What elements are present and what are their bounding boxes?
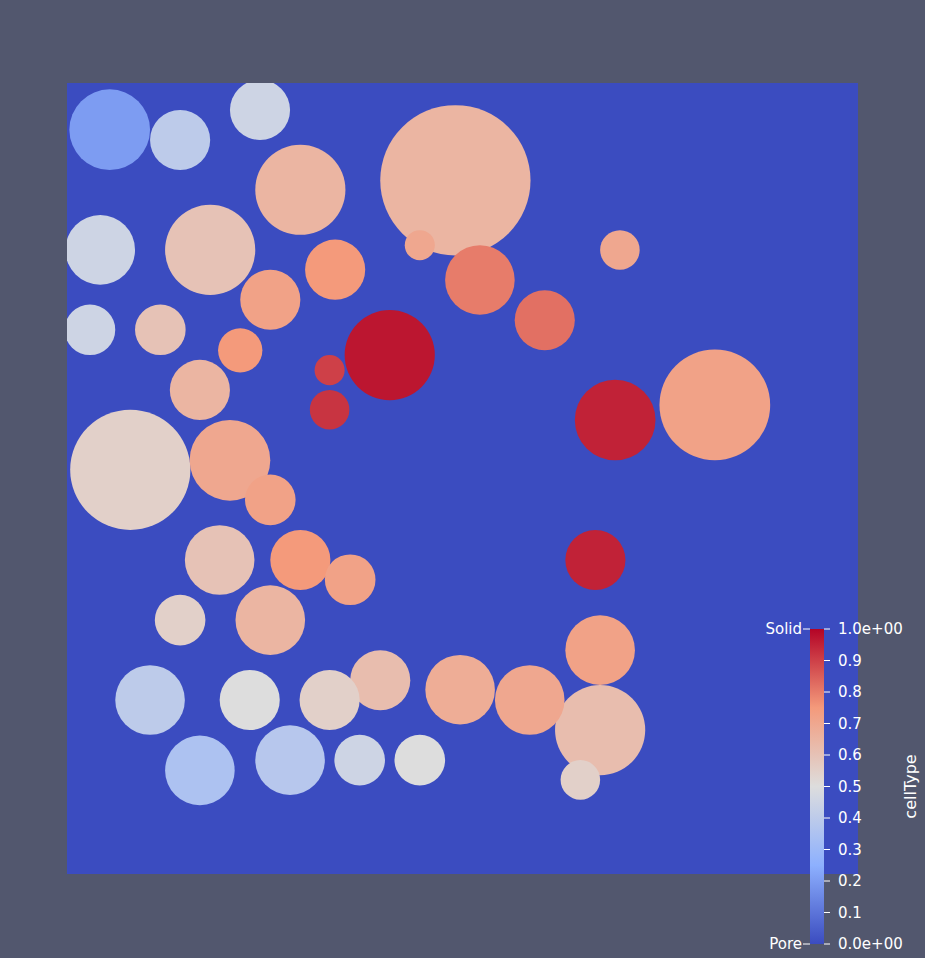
colorbar-tick-label: 0.9 (838, 652, 862, 670)
grain (565, 615, 635, 685)
grain (334, 735, 385, 786)
colorbar-tick (824, 912, 830, 913)
grain (305, 240, 365, 300)
grain (495, 665, 565, 735)
colorbar-tick (824, 944, 830, 945)
colorbar-tick-label: 0.3 (838, 841, 862, 859)
grains (67, 83, 770, 805)
grain (67, 304, 115, 355)
grain (380, 105, 530, 255)
grain (575, 380, 656, 461)
grain (69, 89, 150, 170)
grain (565, 530, 625, 590)
grain (70, 410, 190, 530)
grain (115, 665, 185, 735)
grain (600, 230, 640, 270)
grain (394, 735, 445, 786)
grain (185, 525, 255, 595)
annotation-tick (803, 629, 810, 630)
grain (150, 110, 210, 170)
grain (165, 205, 255, 295)
grain (220, 670, 280, 730)
colorbar-tick (824, 723, 830, 724)
grain (300, 670, 360, 730)
colorbar-tick (824, 692, 830, 693)
colorbar-tick (824, 818, 830, 819)
grain (425, 655, 495, 725)
colorbar-tick-label: 0.1 (838, 904, 862, 922)
grain (325, 554, 376, 605)
colorbar-tick-label: 0.2 (838, 872, 862, 890)
colorbar-tick-label: 0.7 (838, 715, 862, 733)
colorbar-tick-label: 0.6 (838, 746, 862, 764)
chart: 0.0e+00 0.1 0.2 0.3 0.4 0.5 0.6 0.7 0.8 0.9 1.0e+0… (0, 0, 925, 958)
grain (405, 230, 435, 260)
grain (345, 310, 435, 400)
annotation-tick (803, 944, 810, 945)
grain (155, 595, 206, 646)
grain (165, 736, 235, 806)
grain (170, 360, 230, 420)
grain (555, 685, 645, 775)
grain (445, 245, 515, 315)
colorbar-tick (824, 881, 830, 882)
colorbar-title: cellType (901, 754, 920, 818)
grain (67, 215, 135, 285)
colorbar-tick-label: 0.0e+00 (838, 935, 903, 953)
pore-field (67, 83, 858, 874)
annotation-label: Solid (765, 620, 802, 638)
grain (255, 145, 345, 235)
annotation-label: Pore (769, 935, 802, 953)
grain (245, 475, 296, 526)
colorbar-tick (824, 755, 830, 756)
grain (270, 530, 330, 590)
grain (218, 328, 262, 372)
colorbar-tick-label: 0.4 (838, 809, 862, 827)
colorbar-tick (824, 786, 830, 787)
grain (515, 290, 575, 350)
colorbar (810, 629, 824, 944)
grain (659, 350, 770, 461)
colorbar-tick-label: 0.5 (838, 778, 862, 796)
grain (235, 585, 305, 655)
colorbar-tick (824, 849, 830, 850)
colorbar-tick (824, 660, 830, 661)
colorbar-tick-label: 1.0e+00 (838, 620, 903, 638)
grain (240, 270, 300, 330)
grain (255, 725, 325, 795)
grain (310, 390, 350, 430)
grain (230, 83, 290, 140)
colorbar-tick (824, 629, 830, 630)
grain (315, 355, 345, 385)
grain (135, 304, 186, 355)
grain (561, 760, 601, 800)
colorbar-tick-label: 0.8 (838, 683, 862, 701)
